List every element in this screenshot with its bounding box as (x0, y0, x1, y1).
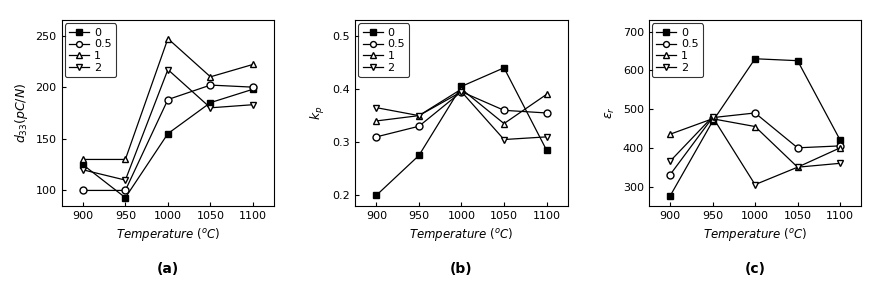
Legend: 0, 0.5, 1, 2: 0, 0.5, 1, 2 (358, 23, 409, 77)
0 (120, 196, 131, 199)
1 (707, 117, 717, 120)
2 (834, 162, 845, 165)
0 (707, 120, 717, 123)
Line: 2: 2 (372, 88, 550, 143)
Line: 2: 2 (79, 66, 256, 184)
Line: 0.5: 0.5 (79, 82, 256, 194)
2 (371, 106, 381, 109)
2 (205, 106, 215, 110)
2 (77, 168, 88, 172)
Line: 1: 1 (372, 86, 550, 127)
1 (77, 158, 88, 161)
Line: 0.5: 0.5 (372, 88, 550, 140)
2 (414, 114, 424, 117)
1 (498, 122, 508, 125)
Y-axis label: $k_p$: $k_p$ (308, 106, 327, 120)
1 (834, 146, 845, 150)
Y-axis label: $\varepsilon_r$: $\varepsilon_r$ (603, 107, 616, 119)
0.5 (248, 86, 258, 89)
0 (414, 154, 424, 157)
0 (456, 85, 466, 88)
1 (371, 119, 381, 123)
2 (498, 138, 508, 141)
1 (120, 158, 131, 161)
Line: 2: 2 (666, 113, 843, 188)
0.5 (707, 116, 717, 119)
0 (664, 194, 674, 198)
2 (120, 178, 131, 182)
X-axis label: $\it{Temperature}$ $(^oC)$: $\it{Temperature}$ $(^oC)$ (409, 226, 513, 243)
0 (162, 132, 173, 135)
0.5 (541, 111, 551, 115)
1 (749, 125, 759, 128)
Y-axis label: $d_{33}$$(pC/N)$: $d_{33}$$(pC/N)$ (13, 83, 30, 143)
0.5 (834, 144, 845, 148)
0.5 (414, 124, 424, 128)
Line: 0: 0 (666, 55, 843, 200)
0 (498, 66, 508, 69)
2 (707, 115, 717, 119)
Legend: 0, 0.5, 1, 2: 0, 0.5, 1, 2 (651, 23, 702, 77)
0.5 (205, 84, 215, 87)
0 (205, 101, 215, 104)
2 (791, 166, 802, 169)
Text: (b): (b) (450, 262, 472, 276)
Line: 0.5: 0.5 (666, 110, 843, 178)
1 (791, 166, 802, 169)
0.5 (77, 189, 88, 192)
Line: 0: 0 (79, 86, 256, 201)
X-axis label: $\it{Temperature}$ $(^oC)$: $\it{Temperature}$ $(^oC)$ (702, 226, 806, 243)
1 (162, 37, 173, 40)
0.5 (791, 146, 802, 150)
0 (77, 163, 88, 166)
0 (541, 148, 551, 152)
1 (541, 93, 551, 96)
0.5 (162, 98, 173, 101)
0.5 (456, 90, 466, 94)
2 (749, 183, 759, 186)
0 (791, 59, 802, 62)
Text: (c): (c) (744, 262, 765, 276)
0 (749, 57, 759, 60)
2 (664, 160, 674, 163)
0.5 (749, 111, 759, 115)
0.5 (120, 189, 131, 192)
Line: 0: 0 (372, 64, 550, 199)
0.5 (498, 109, 508, 112)
2 (248, 103, 258, 106)
0.5 (371, 135, 381, 139)
Text: (a): (a) (156, 262, 179, 276)
0 (248, 88, 258, 91)
Legend: 0, 0.5, 1, 2: 0, 0.5, 1, 2 (65, 23, 116, 77)
0.5 (664, 173, 674, 177)
0 (371, 194, 381, 197)
1 (456, 87, 466, 91)
0 (834, 138, 845, 142)
1 (414, 114, 424, 117)
1 (248, 63, 258, 66)
X-axis label: $\it{Temperature}$ $(^oC)$: $\it{Temperature}$ $(^oC)$ (116, 226, 220, 243)
2 (162, 68, 173, 71)
2 (541, 135, 551, 139)
1 (205, 75, 215, 79)
1 (664, 132, 674, 136)
Line: 1: 1 (666, 115, 843, 171)
2 (456, 90, 466, 94)
Line: 1: 1 (79, 35, 256, 163)
